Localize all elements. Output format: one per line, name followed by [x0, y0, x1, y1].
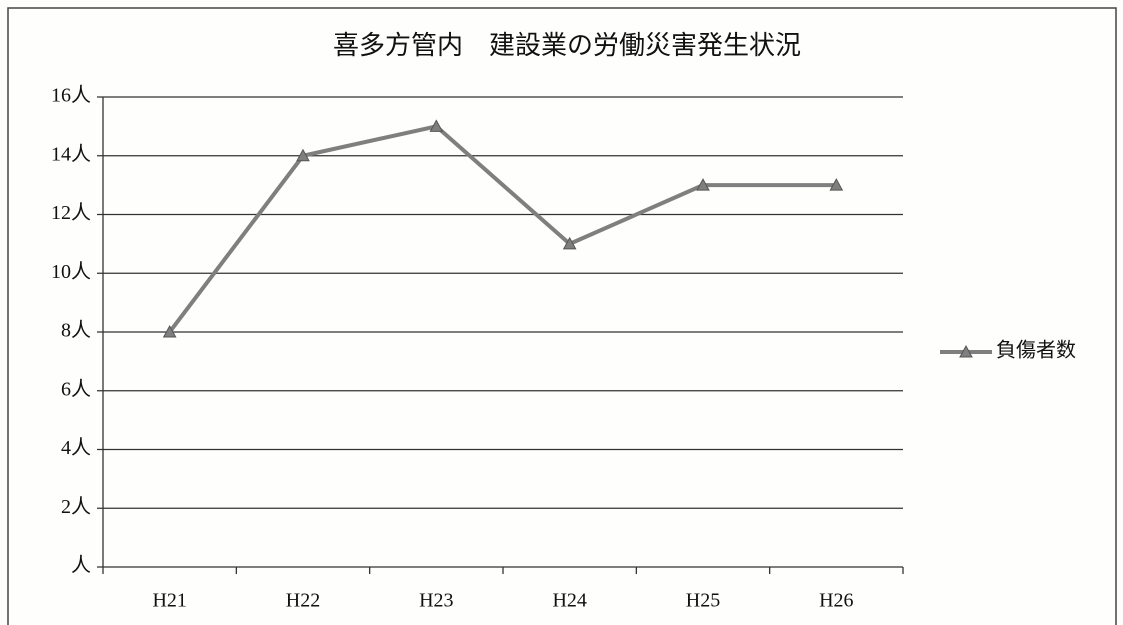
y-tick-label: 10人 [51, 260, 91, 283]
marker [696, 178, 710, 191]
y-tick-label: 12人 [51, 201, 91, 224]
legend-marker [959, 344, 973, 358]
y-tick-label: 8人 [61, 319, 91, 342]
marker [429, 119, 444, 132]
chart-title: 喜多方管内 建設業の労働災害発生状況 [333, 31, 801, 60]
marker [162, 324, 177, 338]
chart-frame [7, 7, 1117, 625]
x-tick-label: H24 [552, 590, 586, 612]
marker [296, 148, 310, 162]
marker [829, 178, 844, 191]
legend-label: 負傷者数 [996, 339, 1076, 362]
series-line [168, 124, 837, 334]
y-tick-label: 14人 [51, 142, 91, 165]
x-tick-label: H23 [419, 590, 453, 612]
marker [562, 236, 577, 250]
y-tick-label: 4人 [61, 436, 91, 459]
y-tick-label: 16人 [51, 84, 91, 107]
y-tick-label: 2人 [61, 495, 91, 518]
x-tick-label: H25 [686, 590, 720, 612]
x-tick-label: H21 [152, 590, 186, 612]
x-tick-label: H22 [286, 590, 320, 612]
y-tick-label: 6人 [61, 377, 91, 400]
x-tick-label: H26 [819, 590, 853, 612]
y-tick-label: 人 [71, 554, 91, 577]
